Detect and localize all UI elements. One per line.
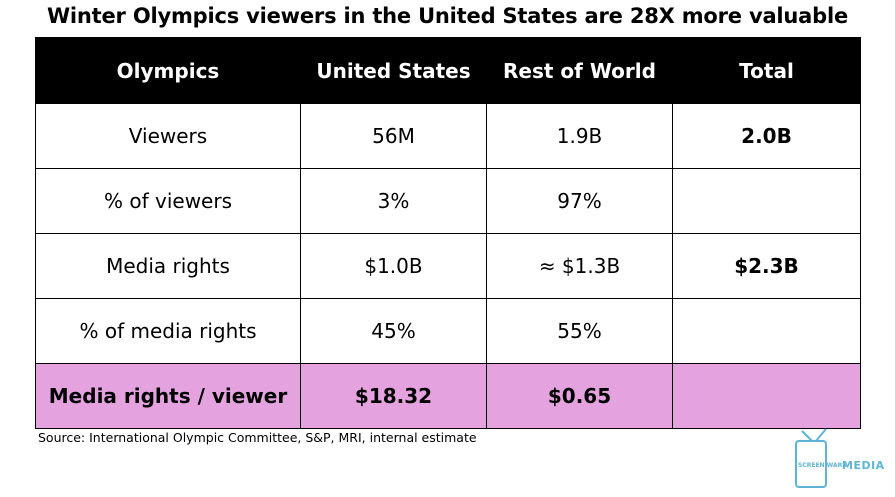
table-row: % of media rights 45% 55% <box>35 298 861 364</box>
cell-united-states: $1.0B <box>300 233 487 299</box>
cell-united-states: $18.32 <box>300 363 487 429</box>
column-header-rest-of-world: Rest of World <box>486 37 673 104</box>
row-label: Media rights / viewer <box>35 363 301 429</box>
row-label: % of viewers <box>35 168 301 234</box>
cell-total: $2.3B <box>672 233 861 299</box>
cell-rest-of-world: 55% <box>486 298 673 364</box>
row-label: Viewers <box>35 103 301 169</box>
source-note: Source: International Olympic Committee,… <box>38 430 477 445</box>
table-row-highlighted: Media rights / viewer $18.32 $0.65 <box>35 363 861 429</box>
brand-logo: SCREEN WARS MEDIA <box>788 427 888 493</box>
logo-text-media: MEDIA <box>842 459 885 472</box>
cell-rest-of-world: 97% <box>486 168 673 234</box>
cell-total <box>672 168 861 234</box>
table-row: % of viewers 3% 97% <box>35 168 861 234</box>
row-label: % of media rights <box>35 298 301 364</box>
cell-total: 2.0B <box>672 103 861 169</box>
data-table: Olympics United States Rest of World Tot… <box>35 37 861 429</box>
cell-united-states: 45% <box>300 298 487 364</box>
cell-total <box>672 363 861 429</box>
logo-text-screen-wars: SCREEN WARS <box>798 462 847 469</box>
column-header-total: Total <box>672 37 861 104</box>
cell-rest-of-world: $0.65 <box>486 363 673 429</box>
column-header-united-states: United States <box>300 37 487 104</box>
tv-icon: SCREEN WARS MEDIA <box>795 428 885 488</box>
cell-total <box>672 298 861 364</box>
cell-rest-of-world: ≈ $1.3B <box>486 233 673 299</box>
cell-rest-of-world: 1.9B <box>486 103 673 169</box>
table-row: Viewers 56M 1.9B 2.0B <box>35 103 861 169</box>
chart-title: Winter Olympics viewers in the United St… <box>46 4 849 28</box>
cell-united-states: 3% <box>300 168 487 234</box>
header-row: Olympics United States Rest of World Tot… <box>35 37 861 104</box>
table-row: Media rights $1.0B ≈ $1.3B $2.3B <box>35 233 861 299</box>
column-header-olympics: Olympics <box>35 37 301 104</box>
cell-united-states: 56M <box>300 103 487 169</box>
row-label: Media rights <box>35 233 301 299</box>
